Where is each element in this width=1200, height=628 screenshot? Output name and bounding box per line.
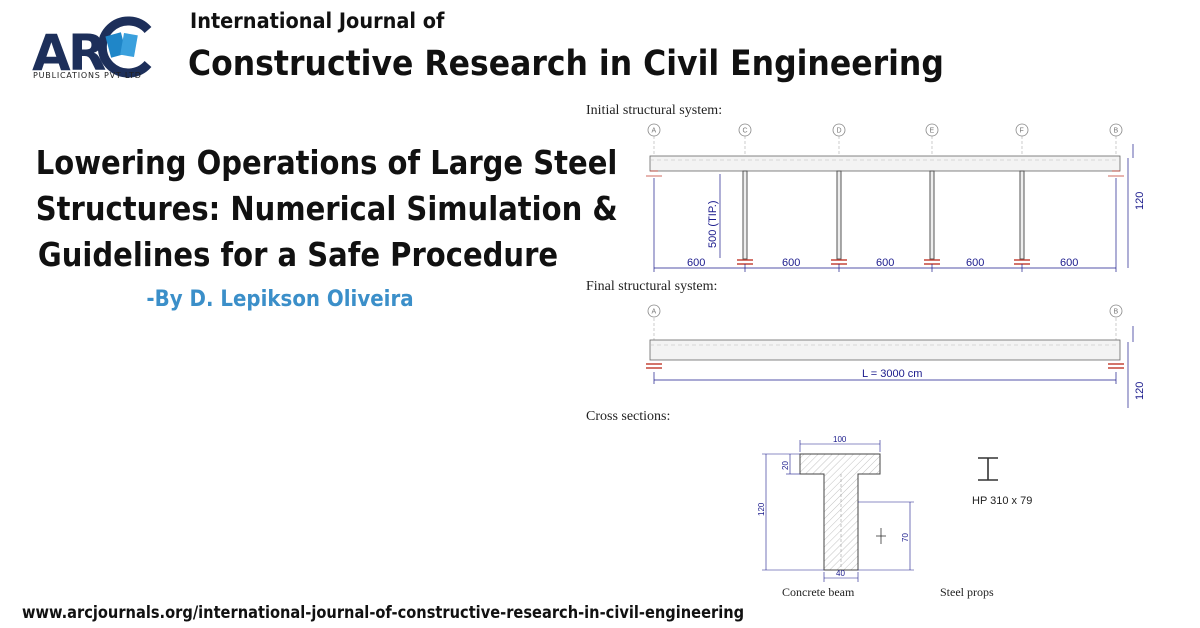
final-axis-label-a: A	[652, 309, 657, 316]
height-label-initial: 120	[1134, 192, 1146, 210]
total-length-label: L = 3000 cm	[862, 368, 922, 380]
flange-width-label: 100	[833, 435, 847, 444]
final-system: A B L = 3000 cm 120	[646, 304, 1146, 408]
axis-label-b: B	[1114, 128, 1119, 135]
initial-system: A C D E F B	[646, 123, 1146, 272]
journal-name: Constructive Research in Civil Engineeri…	[188, 44, 944, 84]
structural-diagram: Initial structural system: Final structu…	[586, 103, 1146, 599]
title-line-3: Guidelines for a Safe Procedure	[37, 235, 559, 274]
arc-logo: A R	[32, 16, 152, 82]
prop-e	[929, 170, 935, 260]
prop-height-label: 500 (TIP.)	[707, 201, 719, 249]
cross-sections-label: Cross sections:	[586, 409, 670, 424]
initial-system-label: Initial structural system:	[586, 103, 722, 118]
steel-props-caption: Steel props	[940, 585, 994, 599]
concrete-beam-caption: Concrete beam	[782, 585, 855, 599]
steel-prop-section: HP 310 x 79 Steel props	[940, 457, 1032, 599]
article-title: Lowering Operations of Large Steel Struc…	[0, 140, 618, 278]
beam-initial	[649, 155, 1121, 172]
title-line-1: Lowering Operations of Large Steel	[35, 143, 618, 182]
logo-letter-c	[97, 16, 152, 78]
h-section-icon	[978, 457, 998, 481]
flange-thickness-label: 20	[781, 461, 790, 470]
axis-label-c: C	[743, 128, 748, 135]
web-width-label: 40	[836, 569, 845, 578]
support-left-initial	[646, 170, 662, 177]
steel-section-label: HP 310 x 79	[972, 495, 1032, 507]
span-label-4: 600	[966, 257, 984, 269]
concrete-beam-section: 100 120 20 40 70 Concrete beam	[757, 435, 914, 599]
axis-label-e: E	[930, 128, 935, 135]
journal-url[interactable]: www.arcjournals.org/international-journa…	[22, 603, 745, 623]
final-axis-label-b: B	[1114, 309, 1119, 316]
beam-final	[649, 339, 1121, 361]
book-icon-2	[120, 32, 138, 58]
span-label-3: 600	[876, 257, 894, 269]
axis-label-f: F	[1020, 128, 1024, 135]
height-label-final: 120	[1134, 382, 1146, 400]
span-label-2: 600	[782, 257, 800, 269]
final-system-label: Final structural system:	[586, 279, 717, 294]
prop-d	[836, 170, 842, 260]
centroid-height-label: 70	[901, 533, 910, 542]
total-height-label: 120	[757, 502, 766, 516]
axis-label-a: A	[652, 128, 657, 135]
support-right-initial	[1108, 170, 1124, 177]
prop-f	[1019, 170, 1025, 260]
journal-prefix: International Journal of	[190, 9, 445, 33]
span-label-1: 600	[687, 257, 705, 269]
axis-label-d: D	[837, 128, 842, 135]
title-line-2: Structures: Numerical Simulation &	[35, 189, 618, 228]
span-label-5: 600	[1060, 257, 1078, 269]
article-author: -By D. Lepikson Oliveira	[146, 287, 414, 312]
prop-c	[742, 170, 748, 260]
logo-letter-a: A	[32, 24, 71, 82]
logo-subtitle: PUBLICATIONS PVT LTD	[33, 71, 142, 80]
